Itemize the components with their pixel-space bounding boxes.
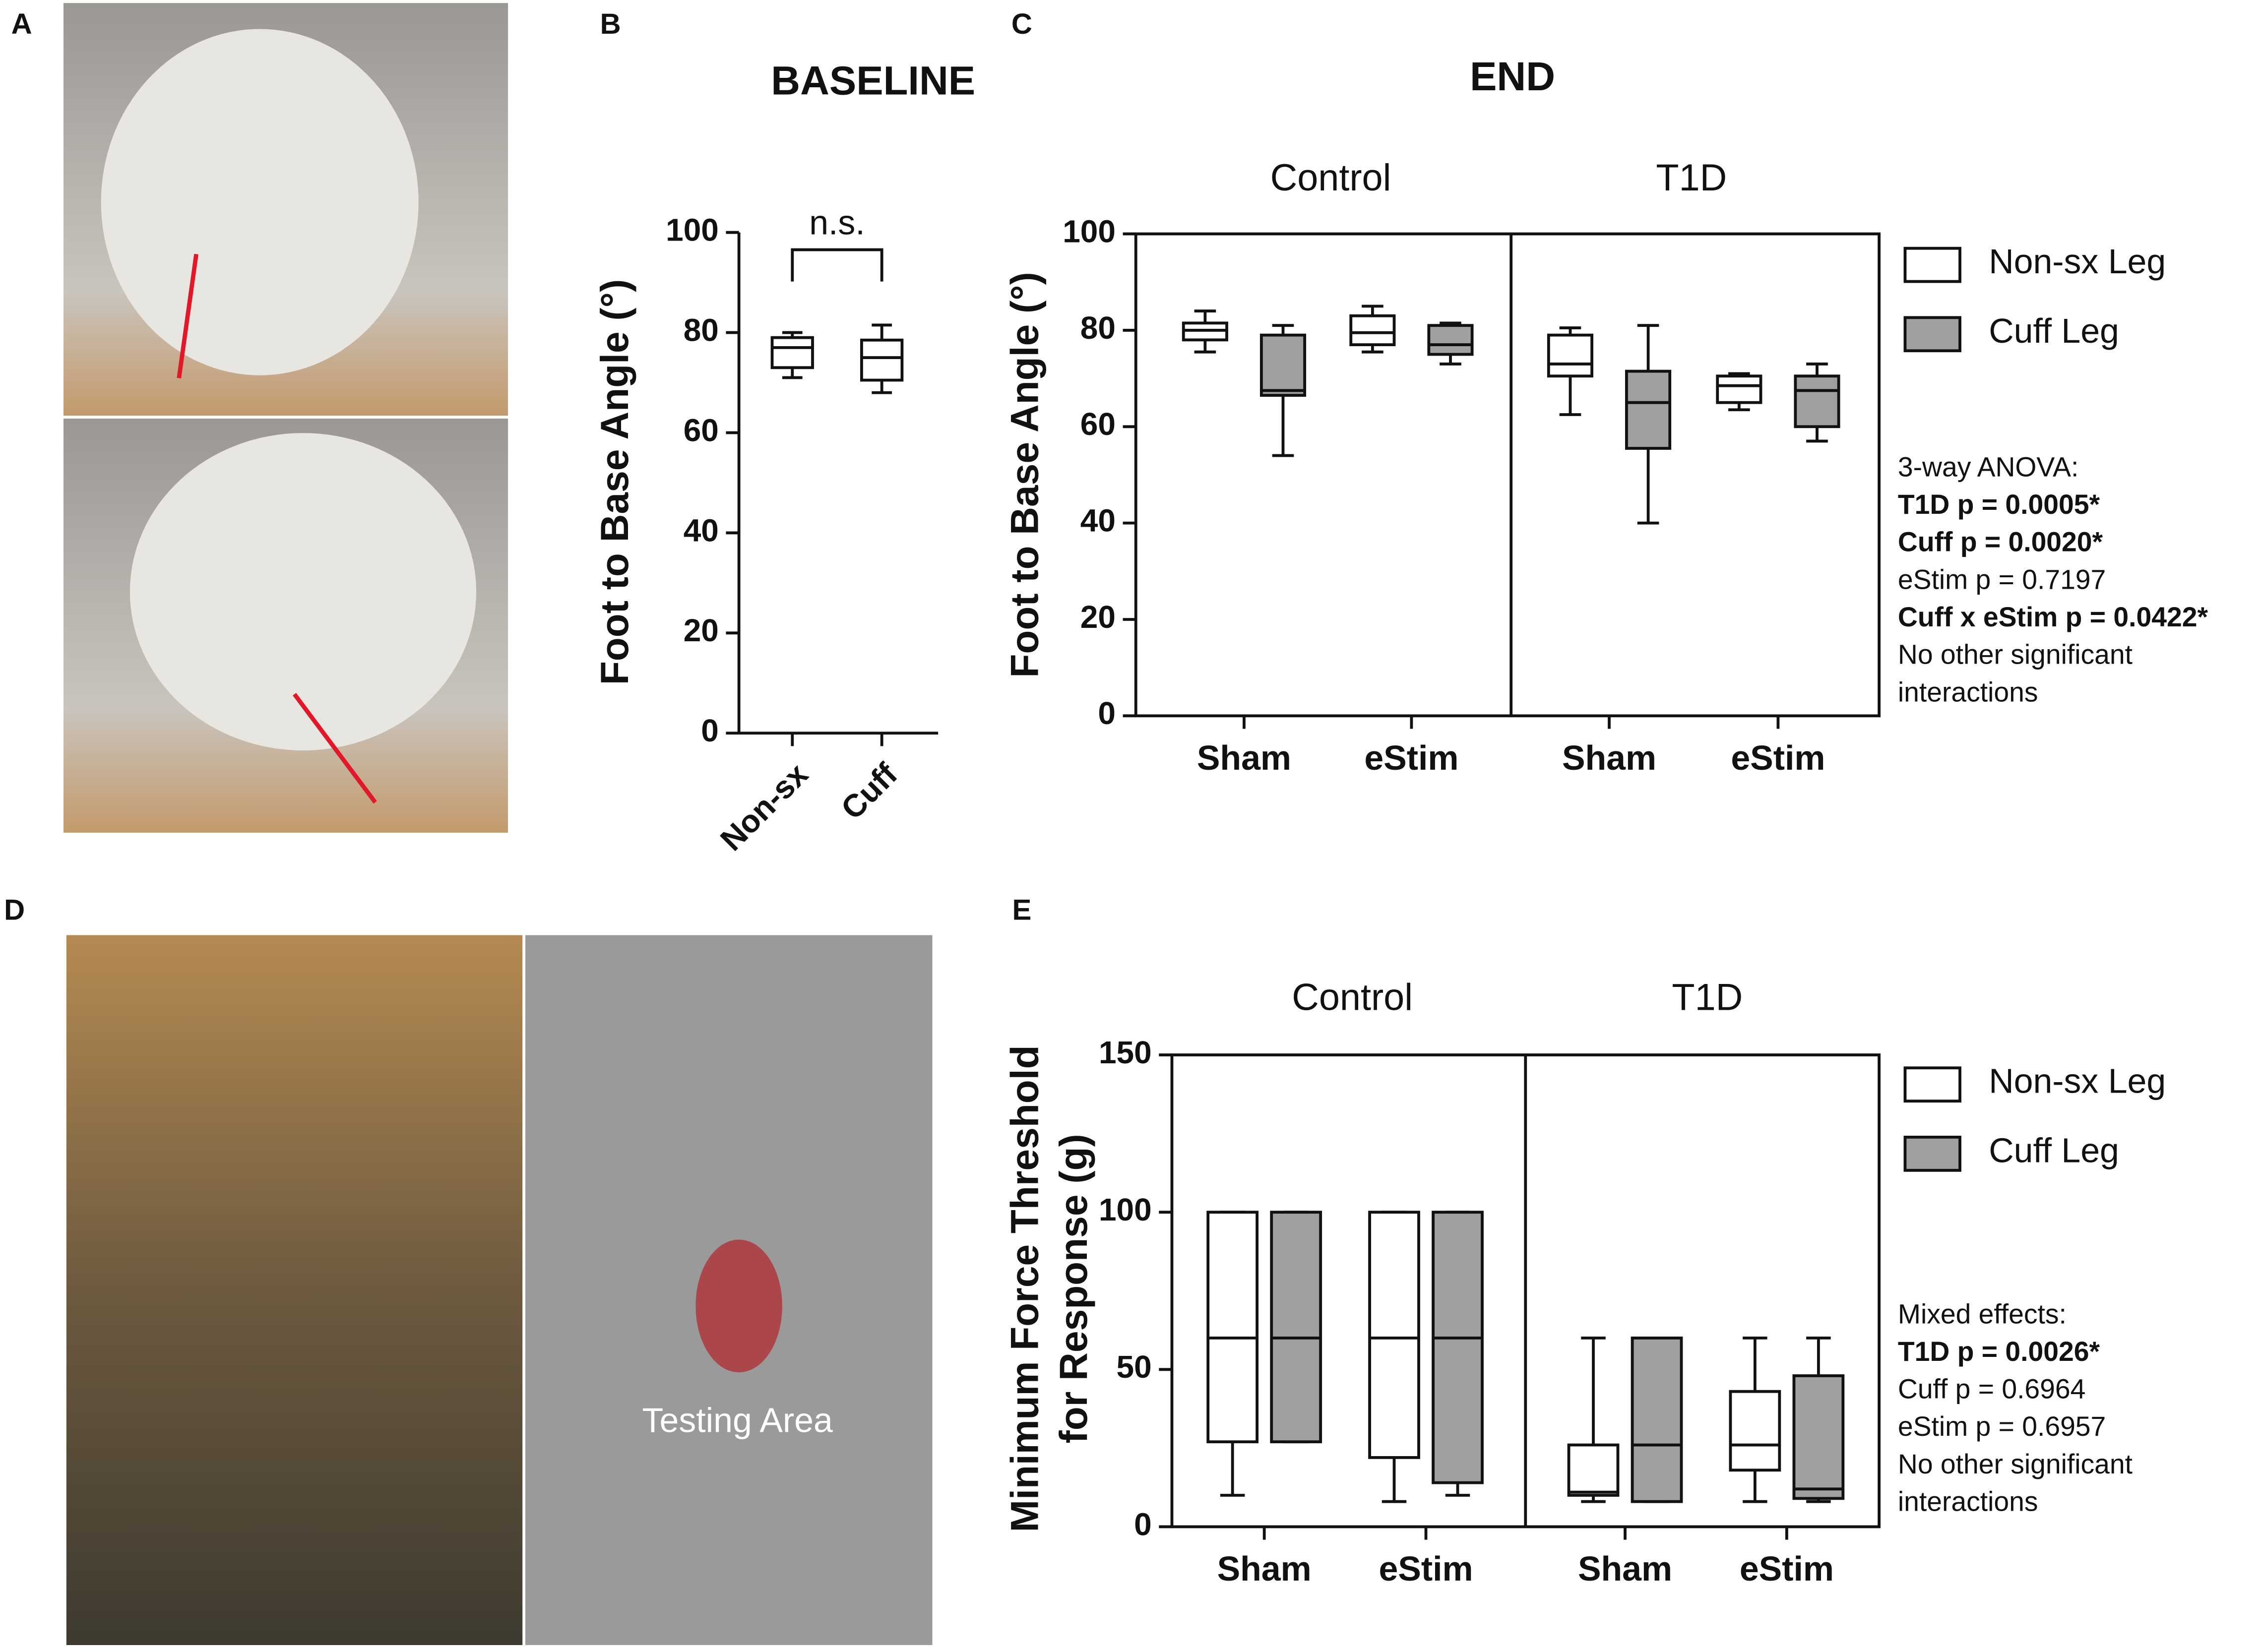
x-tick-label: Sham xyxy=(1562,738,1656,777)
legend-label: Cuff Leg xyxy=(1989,311,2119,350)
chart-title: END xyxy=(1470,54,1555,99)
box xyxy=(1349,314,1396,346)
stats-line: Cuff p = 0.0020* xyxy=(1898,527,2103,557)
legend-label: Non-sx Leg xyxy=(1989,1062,2166,1101)
box xyxy=(1270,1211,1322,1444)
box xyxy=(1259,333,1307,397)
x-tick-label: eStim xyxy=(1731,738,1825,777)
stats-line: T1D p = 0.0005* xyxy=(1898,489,2100,520)
x-tick-label: Sham xyxy=(1578,1549,1672,1588)
testing-area-marker xyxy=(695,1239,782,1373)
box xyxy=(1625,369,1672,450)
y-axis-label: Foot to Base Angle (°) xyxy=(1003,272,1046,677)
box xyxy=(860,338,904,382)
stats-line: interactions xyxy=(1898,676,2038,707)
x-tick-label: Cuff xyxy=(834,756,904,826)
x-tick-label: eStim xyxy=(1379,1549,1473,1588)
legend-swatch xyxy=(1903,1135,1961,1172)
box xyxy=(1792,1374,1845,1500)
legend-label: Non-sx Leg xyxy=(1989,242,2166,281)
x-tick-label: eStim xyxy=(1740,1549,1834,1588)
photo xyxy=(66,935,523,1646)
stats-line: T1D p = 0.0026* xyxy=(1898,1336,2100,1367)
plot-frame xyxy=(1134,232,1881,718)
stats-line: eStim p = 0.6957 xyxy=(1898,1411,2106,1442)
panel-letter: C xyxy=(1011,8,1032,40)
legend-label: Cuff Leg xyxy=(1989,1131,2119,1169)
y-tick-label: 100 xyxy=(1063,213,1116,249)
group-label: T1D xyxy=(1656,157,1727,199)
y-tick-label: 0 xyxy=(1098,695,1116,731)
stats-line: Cuff x eStim p = 0.0422* xyxy=(1898,602,2208,632)
stats-line: No other significant xyxy=(1898,639,2133,670)
x-tick-label: eStim xyxy=(1364,738,1458,777)
box xyxy=(1631,1336,1683,1503)
angle-line xyxy=(177,253,199,379)
y-tick-label: 80 xyxy=(684,312,719,348)
box xyxy=(1427,324,1474,356)
group-label: Control xyxy=(1292,977,1413,1018)
significance-bracket xyxy=(791,248,883,282)
x-tick-label: Sham xyxy=(1217,1549,1312,1588)
y-tick-label: 20 xyxy=(684,612,719,648)
box xyxy=(1547,333,1594,378)
y-axis-label: Foot to Base Angle (°) xyxy=(593,279,636,685)
box xyxy=(1716,374,1762,404)
stats-line: interactions xyxy=(1898,1486,2038,1517)
legend-swatch xyxy=(1903,246,1961,283)
legend-swatch xyxy=(1903,316,1961,353)
panel-letter: D xyxy=(4,894,25,926)
y-tick-label: 60 xyxy=(684,412,719,448)
y-tick-label: 80 xyxy=(1080,310,1116,346)
stats-line: Mixed effects: xyxy=(1898,1298,2067,1329)
box xyxy=(1729,1390,1781,1472)
y-tick-label: 0 xyxy=(701,713,719,748)
photo-detail xyxy=(101,29,419,375)
y-tick-label: 40 xyxy=(1080,503,1116,539)
panel-letter: B xyxy=(600,8,621,40)
photo-label: Testing Area xyxy=(642,1401,833,1439)
y-axis-label: for Response (g) xyxy=(1052,1134,1095,1443)
box xyxy=(770,336,814,369)
y-tick-label: 150 xyxy=(1099,1035,1152,1070)
group-label: T1D xyxy=(1672,977,1743,1018)
box xyxy=(1368,1211,1420,1459)
y-tick-label: 20 xyxy=(1080,599,1116,635)
panel-letter: A xyxy=(11,8,32,40)
stats-line: 3-way ANOVA: xyxy=(1898,451,2078,482)
stats-line: Cuff p = 0.6964 xyxy=(1898,1374,2085,1405)
y-tick-label: 0 xyxy=(1134,1506,1152,1542)
box xyxy=(1567,1443,1620,1497)
photo-detail xyxy=(129,433,477,751)
legend-swatch xyxy=(1903,1066,1961,1103)
y-tick-label: 60 xyxy=(1080,406,1116,442)
x-tick-label: Non-sx xyxy=(713,756,815,858)
y-tick-label: 40 xyxy=(684,512,719,548)
box xyxy=(1794,374,1840,428)
box xyxy=(1432,1211,1484,1484)
chart-title: BASELINE xyxy=(771,59,975,104)
y-axis-label: Minimum Force Threshold xyxy=(1003,1045,1046,1532)
x-tick-label: Sham xyxy=(1197,738,1291,777)
stats-line: eStim p = 0.7197 xyxy=(1898,564,2106,595)
box xyxy=(1206,1211,1259,1444)
y-tick-label: 100 xyxy=(666,212,719,248)
group-label: Control xyxy=(1270,157,1391,199)
y-tick-label: 50 xyxy=(1117,1349,1152,1385)
stats-line: No other significant xyxy=(1898,1449,2133,1479)
angle-line xyxy=(293,693,377,804)
panel-letter: E xyxy=(1012,894,1031,926)
y-tick-label: 100 xyxy=(1099,1192,1152,1227)
annotation: n.s. xyxy=(809,203,865,242)
